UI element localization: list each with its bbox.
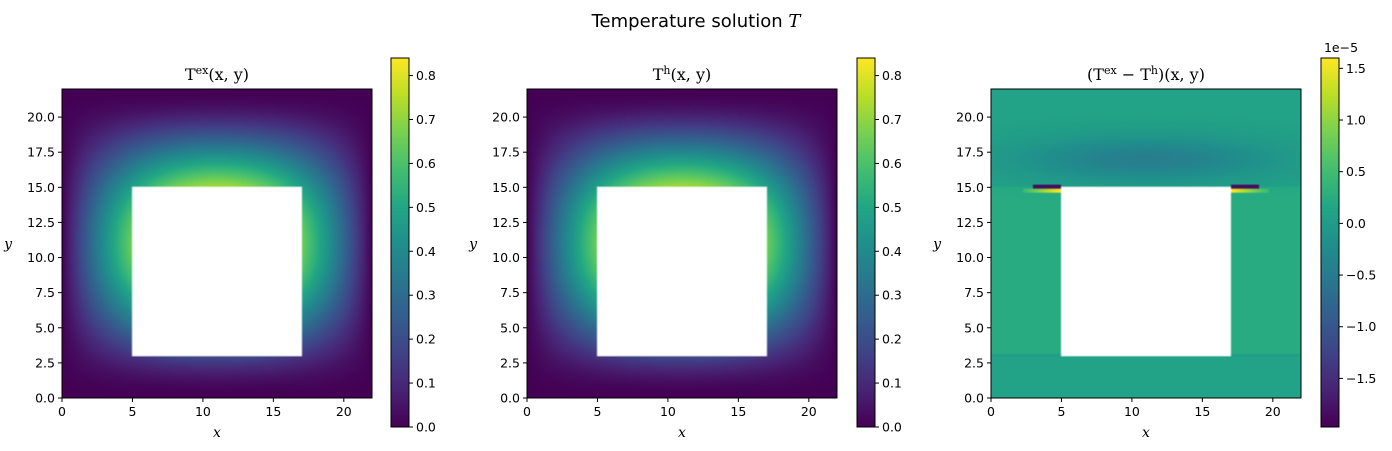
y-tick-label: 5.0 xyxy=(35,320,55,335)
y-tick-label: 7.5 xyxy=(500,285,520,300)
colorbar-tick-label: −0.5 xyxy=(1346,268,1376,283)
colorbar-tick-label: 0.2 xyxy=(416,332,436,347)
x-tick-label: 5 xyxy=(593,404,601,419)
x-axis-label: x xyxy=(1142,425,1150,441)
colorbar-frame xyxy=(856,57,876,428)
x-tick-label: 20 xyxy=(336,404,352,419)
colorbar-gradient xyxy=(391,58,409,427)
colorbar-tick-label: 0.1 xyxy=(416,376,436,391)
y-tick-label: 2.5 xyxy=(964,355,984,370)
x-tick-label: 10 xyxy=(1124,404,1140,419)
y-tick-label: 2.5 xyxy=(500,355,520,370)
colorbar-tick-label: 0.0 xyxy=(416,420,436,435)
colorbar-gradient xyxy=(1321,58,1339,427)
colorbar-tick-label: −1.0 xyxy=(1346,319,1376,334)
x-tick-label: 0 xyxy=(987,404,995,419)
colorbar-tick-label: 0.4 xyxy=(416,244,436,259)
colorbar-tick-label: 0.5 xyxy=(1346,164,1366,179)
colorbar-tick-label: 0.7 xyxy=(416,112,436,127)
x-tick-label: 15 xyxy=(265,404,281,419)
colorbar-tick-label: 0.4 xyxy=(882,244,902,259)
colorbar-tick-label: 1.0 xyxy=(1346,113,1366,128)
colorbar-tick-label: −1.5 xyxy=(1346,371,1376,386)
y-tick-label: 15.0 xyxy=(492,180,520,195)
y-tick-label: 0.0 xyxy=(964,391,984,406)
y-axis-label: y xyxy=(3,237,13,253)
y-tick-label: 10.0 xyxy=(956,250,984,265)
colorbar-tick-label: 0.3 xyxy=(882,288,902,303)
x-tick-label: 15 xyxy=(1194,404,1210,419)
y-tick-label: 10.0 xyxy=(492,250,520,265)
heatmap-image xyxy=(527,89,837,398)
x-tick-label: 20 xyxy=(1265,404,1281,419)
y-tick-label: 20.0 xyxy=(27,110,55,125)
colorbar-tick-label: 0.8 xyxy=(882,68,902,83)
plot-frame xyxy=(526,88,838,399)
y-tick-label: 7.5 xyxy=(964,285,984,300)
x-tick-label: 5 xyxy=(1057,404,1065,419)
x-tick-label: 5 xyxy=(128,404,136,419)
plot-frame xyxy=(990,88,1302,399)
y-tick-label: 5.0 xyxy=(500,320,520,335)
colorbar-tick-label: 0.8 xyxy=(416,68,436,83)
colorbar-tick-label: 0.5 xyxy=(416,200,436,215)
heatmap-image xyxy=(62,89,372,398)
panel-title: Tex​(x, y) xyxy=(185,64,249,84)
y-tick-label: 5.0 xyxy=(964,320,984,335)
y-tick-label: 20.0 xyxy=(492,110,520,125)
y-tick-label: 0.0 xyxy=(35,391,55,406)
y-tick-label: 12.5 xyxy=(492,215,520,230)
y-tick-label: 15.0 xyxy=(956,180,984,195)
colorbar-tick-label: 0.5 xyxy=(882,200,902,215)
colorbar-tick-label: 0.0 xyxy=(882,420,902,435)
x-tick-label: 0 xyxy=(523,404,531,419)
panel-2: Th​(x, y) 0 5 10 15 20 0.0 2.5 5.0 7.5 10.0 12.5 15.… xyxy=(468,57,902,441)
y-axis-label: y xyxy=(932,237,942,253)
panel-title: (Tex​ − Th​)(x, y) xyxy=(1087,64,1205,84)
colorbar-tick-label: 0.6 xyxy=(416,156,436,171)
x-tick-label: 10 xyxy=(195,404,211,419)
colorbar-tick-label: 0.6 xyxy=(882,156,902,171)
colorbar-exponent: 1e−5 xyxy=(1324,40,1358,55)
colorbar-tick-label: 0.1 xyxy=(882,376,902,391)
y-tick-label: 17.5 xyxy=(492,145,520,160)
colorbar-tick-label: 0.7 xyxy=(882,112,902,127)
y-tick-label: 17.5 xyxy=(27,145,55,160)
x-tick-label: 15 xyxy=(730,404,746,419)
y-tick-label: 10.0 xyxy=(27,250,55,265)
colorbar-tick-label: 0.0 xyxy=(1346,216,1366,231)
x-tick-label: 10 xyxy=(660,404,676,419)
panel-3: (Tex​ − Th​)(x, y) 0 5 10 15 20 0.0 2.5 5.0 7.5 10… xyxy=(932,40,1376,441)
figure-title: Temperature solution T xyxy=(591,11,803,32)
x-axis-label: x xyxy=(213,425,221,441)
heatmap-image xyxy=(991,89,1301,398)
colorbar-tick-label: 0.3 xyxy=(416,288,436,303)
y-tick-label: 15.0 xyxy=(27,180,55,195)
y-tick-label: 7.5 xyxy=(35,285,55,300)
colorbar-frame xyxy=(1320,57,1340,428)
y-tick-label: 2.5 xyxy=(35,355,55,370)
panel-title: Th​(x, y) xyxy=(653,64,711,84)
colorbar-tick-label: 0.2 xyxy=(882,332,902,347)
colorbar-gradient xyxy=(857,58,875,427)
x-tick-label: 20 xyxy=(801,404,817,419)
colorbar-tick-label: 1.5 xyxy=(1346,61,1366,76)
y-tick-label: 20.0 xyxy=(956,110,984,125)
panels: Tex​(x, y) 0 5 10 15 20 0.0 2.5 5.0 7.5 10.0 12.5 15… xyxy=(3,40,1376,441)
y-axis-label: y xyxy=(468,237,478,253)
plot-frame xyxy=(61,88,373,399)
y-tick-label: 12.5 xyxy=(27,215,55,230)
x-axis-label: x xyxy=(678,425,686,441)
y-tick-label: 17.5 xyxy=(956,145,984,160)
y-tick-label: 12.5 xyxy=(956,215,984,230)
x-tick-label: 0 xyxy=(58,404,66,419)
colorbar-frame xyxy=(390,57,410,428)
panel-1: Tex​(x, y) 0 5 10 15 20 0.0 2.5 5.0 7.5 10.0 12.5 15… xyxy=(3,57,436,441)
y-tick-label: 0.0 xyxy=(500,391,520,406)
